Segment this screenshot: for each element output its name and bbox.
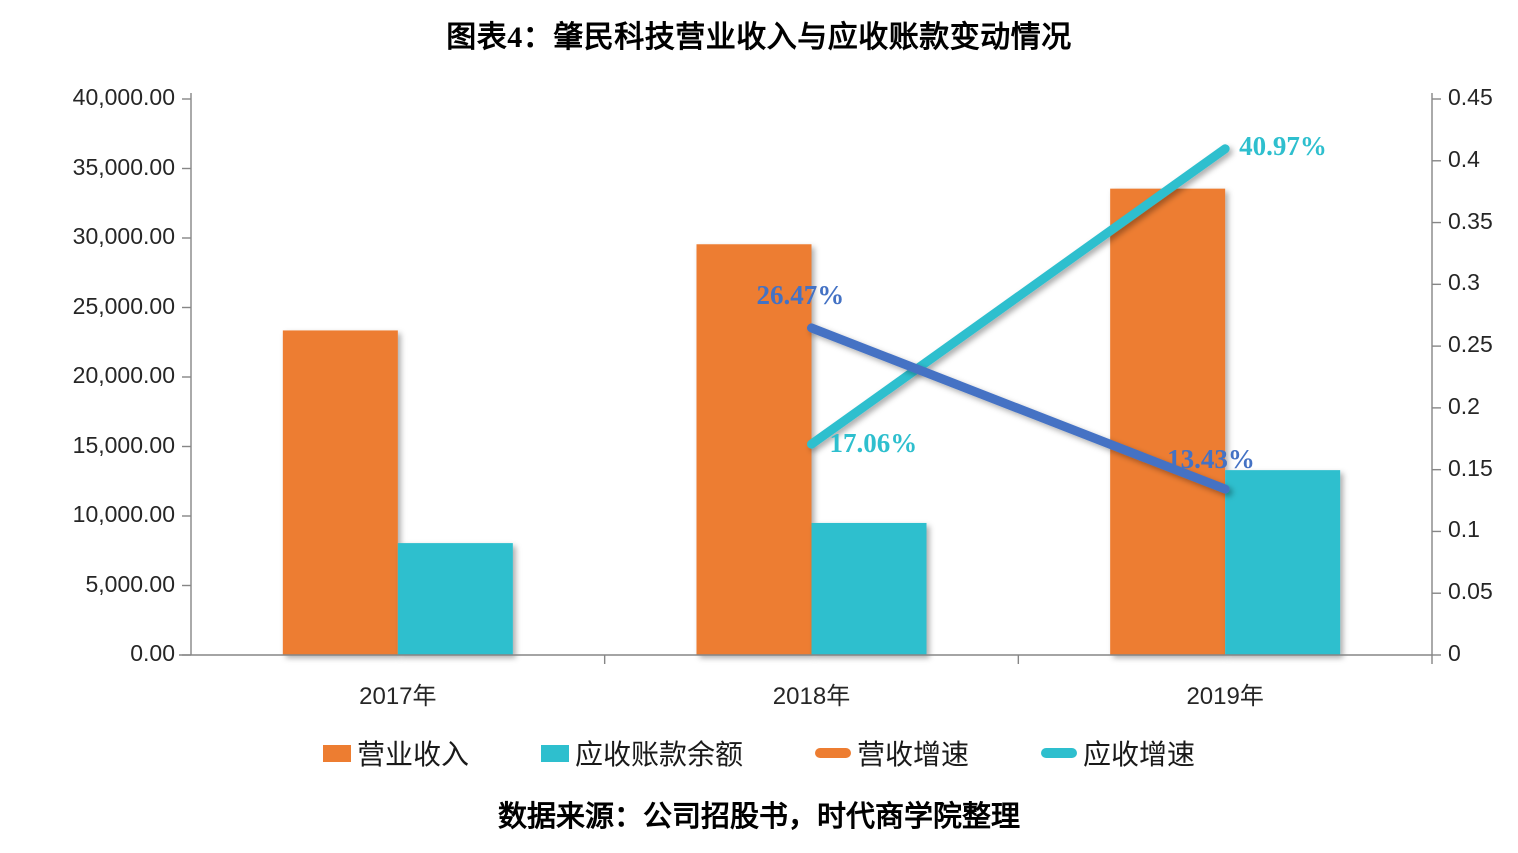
legend-item-label: 应收账款余额 bbox=[574, 740, 743, 771]
bar-revenue bbox=[282, 330, 398, 655]
legend-item[interactable]: 应收账款余额 bbox=[540, 733, 743, 773]
label-revenue-growth-2018: 26.47% bbox=[756, 279, 845, 310]
line-revenue-growth bbox=[807, 323, 1230, 494]
chart-title: 图表4：肇民科技营业收入与应收账款变动情况 bbox=[446, 21, 1072, 54]
label-receivable-growth-2018: 17.06% bbox=[829, 428, 918, 459]
legend-item-label: 营业收入 bbox=[356, 740, 469, 771]
legend-line-icon bbox=[815, 748, 851, 758]
y-axis-right-tick-label: 0 bbox=[1448, 640, 1461, 666]
y-axis-left-tick-label: 15,000.00 bbox=[72, 431, 175, 458]
y-axis-right-tick-label: 0.05 bbox=[1448, 578, 1493, 605]
y-axis-left-tick-label: 40,000.00 bbox=[72, 84, 175, 110]
y-axis-right-tick-label: 0.1 bbox=[1448, 516, 1480, 543]
y-axis-right-tick-label: 0.35 bbox=[1448, 207, 1493, 234]
label-receivable-growth-2019: 40.97% bbox=[1239, 130, 1327, 161]
y-axis-right-tick-label: 0.4 bbox=[1448, 145, 1480, 172]
x-axis-tick-label: 2018年 bbox=[772, 683, 851, 710]
axes-layer bbox=[179, 93, 1441, 664]
x-axis-tick-label: 2017年 bbox=[359, 683, 437, 710]
y-axis-left-tick-label: 0.00 bbox=[130, 640, 175, 666]
y-axis-left-tick-label: 5,000.00 bbox=[85, 570, 175, 597]
source-note: 数据来源：公司招股书，时代商学院整理 bbox=[497, 801, 1020, 833]
bars-layer bbox=[282, 188, 1341, 655]
line-receivable-growth bbox=[807, 144, 1230, 449]
legend-line-icon bbox=[1041, 748, 1078, 758]
y-axis-left-tick-label: 35,000.00 bbox=[72, 153, 175, 180]
x-axis-tick-label: 2019年 bbox=[1186, 683, 1264, 710]
legend-item[interactable]: 营业收入 bbox=[322, 733, 469, 773]
legend-item[interactable]: 营收增速 bbox=[815, 733, 969, 773]
y-axis-left-tick-label: 25,000.00 bbox=[72, 292, 175, 319]
y-axis-right-tick-label: 0.15 bbox=[1448, 454, 1493, 481]
y-axis-left-tick-label: 20,000.00 bbox=[72, 362, 175, 388]
bar-receivable bbox=[1225, 470, 1341, 655]
legend-square-icon bbox=[322, 744, 351, 762]
bar-receivable bbox=[811, 522, 927, 655]
y-axis-right-tick-label: 0.45 bbox=[1448, 84, 1493, 110]
legend-square-icon bbox=[540, 744, 569, 762]
lines-layer bbox=[807, 144, 1230, 494]
label-revenue-growth-2019: 13.43% bbox=[1167, 444, 1255, 475]
legend-item[interactable]: 应收增速 bbox=[1041, 733, 1195, 773]
y-axis-right-tick-label: 0.2 bbox=[1448, 392, 1480, 419]
y-axis-right-tick-label: 0.25 bbox=[1448, 331, 1493, 358]
y-axis-left-tick-label: 30,000.00 bbox=[72, 223, 175, 249]
legend-item-label: 应收增速 bbox=[1083, 740, 1196, 771]
bar-receivable bbox=[397, 543, 513, 655]
chart-legend: 营业收入 应收账款余额 营收增速 应收增速 bbox=[0, 733, 1518, 773]
bar-revenue bbox=[1110, 188, 1226, 655]
y-axis-right-tick-label: 0.3 bbox=[1448, 269, 1480, 296]
y-axis-left-tick-label: 10,000.00 bbox=[72, 501, 175, 527]
bar-revenue bbox=[696, 244, 812, 655]
legend-item-label: 营收增速 bbox=[857, 740, 970, 771]
